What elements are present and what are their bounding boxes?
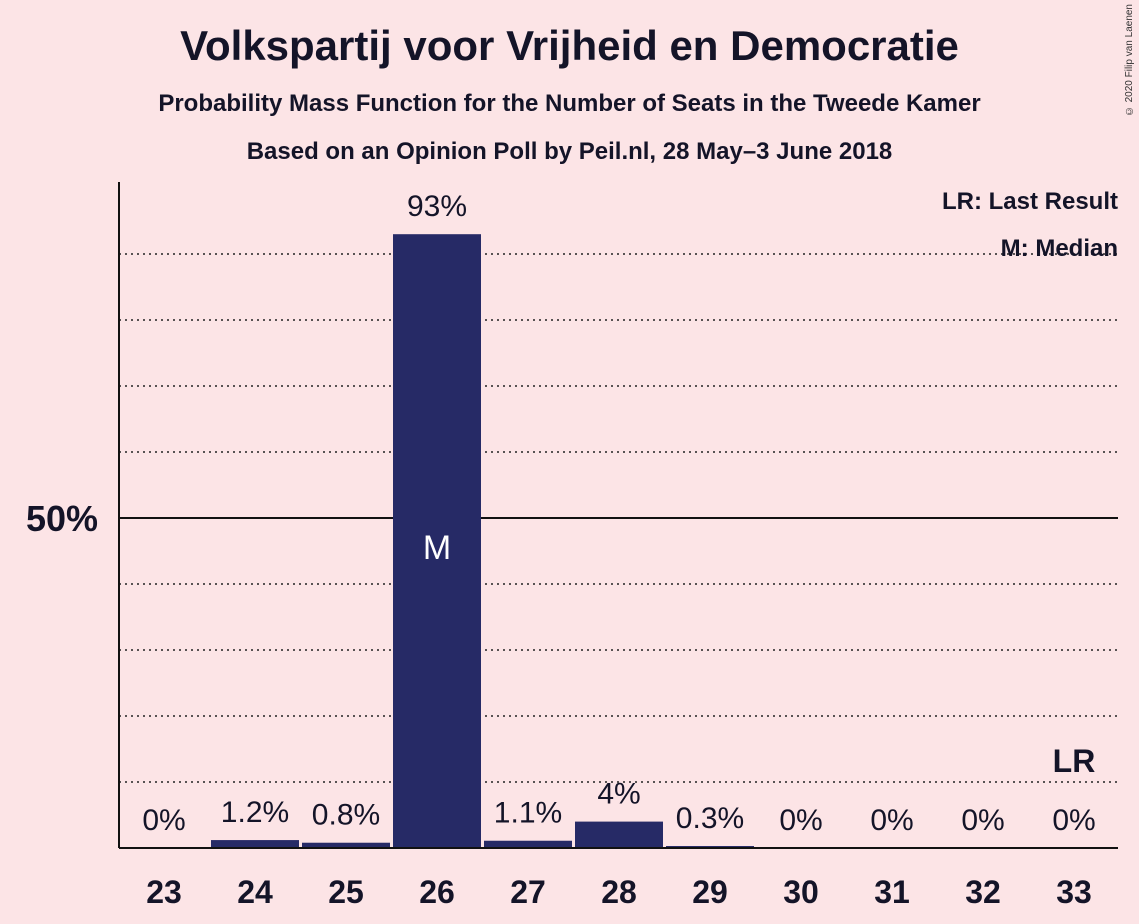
x-tick-label: 24: [237, 874, 273, 910]
data-label: 0%: [870, 804, 913, 837]
chart-title: Volkspartij voor Vrijheid en Democratie: [180, 22, 959, 69]
gridlines: [119, 253, 1118, 783]
bar: [393, 234, 481, 848]
value-labels: 0% 1.2% 0.8% 93% M 1.1% 4% 0.3% 0% 0% 0% 0% LR: [142, 190, 1095, 837]
bar: [211, 840, 299, 848]
data-label: 0%: [1052, 804, 1095, 837]
bars: [211, 234, 754, 848]
bar: [484, 840, 572, 848]
x-tick-label: 31: [874, 874, 910, 910]
bar: [302, 842, 390, 848]
chart-subtitle: Probability Mass Function for the Number…: [158, 90, 981, 117]
y-tick-label: 50%: [26, 498, 98, 539]
data-label: 0.8%: [312, 799, 380, 832]
bar: [575, 821, 663, 848]
x-tick-label: 25: [328, 874, 364, 910]
data-label: 1.1%: [494, 797, 562, 830]
data-label: 93%: [407, 190, 467, 223]
chart-source: Based on an Opinion Poll by Peil.nl, 28 …: [246, 138, 893, 165]
data-label: 0%: [779, 804, 822, 837]
data-label: 1.2%: [221, 796, 289, 829]
data-label: 4%: [597, 778, 640, 811]
x-tick-label: 26: [419, 874, 455, 910]
y-axis: 50%: [26, 182, 1118, 849]
legend-last-result: LR: Last Result: [942, 188, 1118, 215]
x-tick-label: 28: [601, 874, 637, 910]
x-tick-label: 32: [965, 874, 1001, 910]
data-label: 0%: [961, 804, 1004, 837]
x-tick-label: 33: [1056, 874, 1092, 910]
x-tick-label: 23: [146, 874, 182, 910]
last-result-marker: LR: [1053, 743, 1096, 779]
x-tick-labels: 23 24 25 26 27 28 29 30 31 32 33: [146, 874, 1092, 910]
median-marker: M: [423, 529, 451, 567]
data-label: 0%: [142, 804, 185, 837]
x-tick-label: 27: [510, 874, 546, 910]
x-tick-label: 29: [692, 874, 728, 910]
data-label: 0.3%: [676, 802, 744, 835]
x-tick-label: 30: [783, 874, 819, 910]
legend-median: M: Median: [1001, 235, 1118, 262]
